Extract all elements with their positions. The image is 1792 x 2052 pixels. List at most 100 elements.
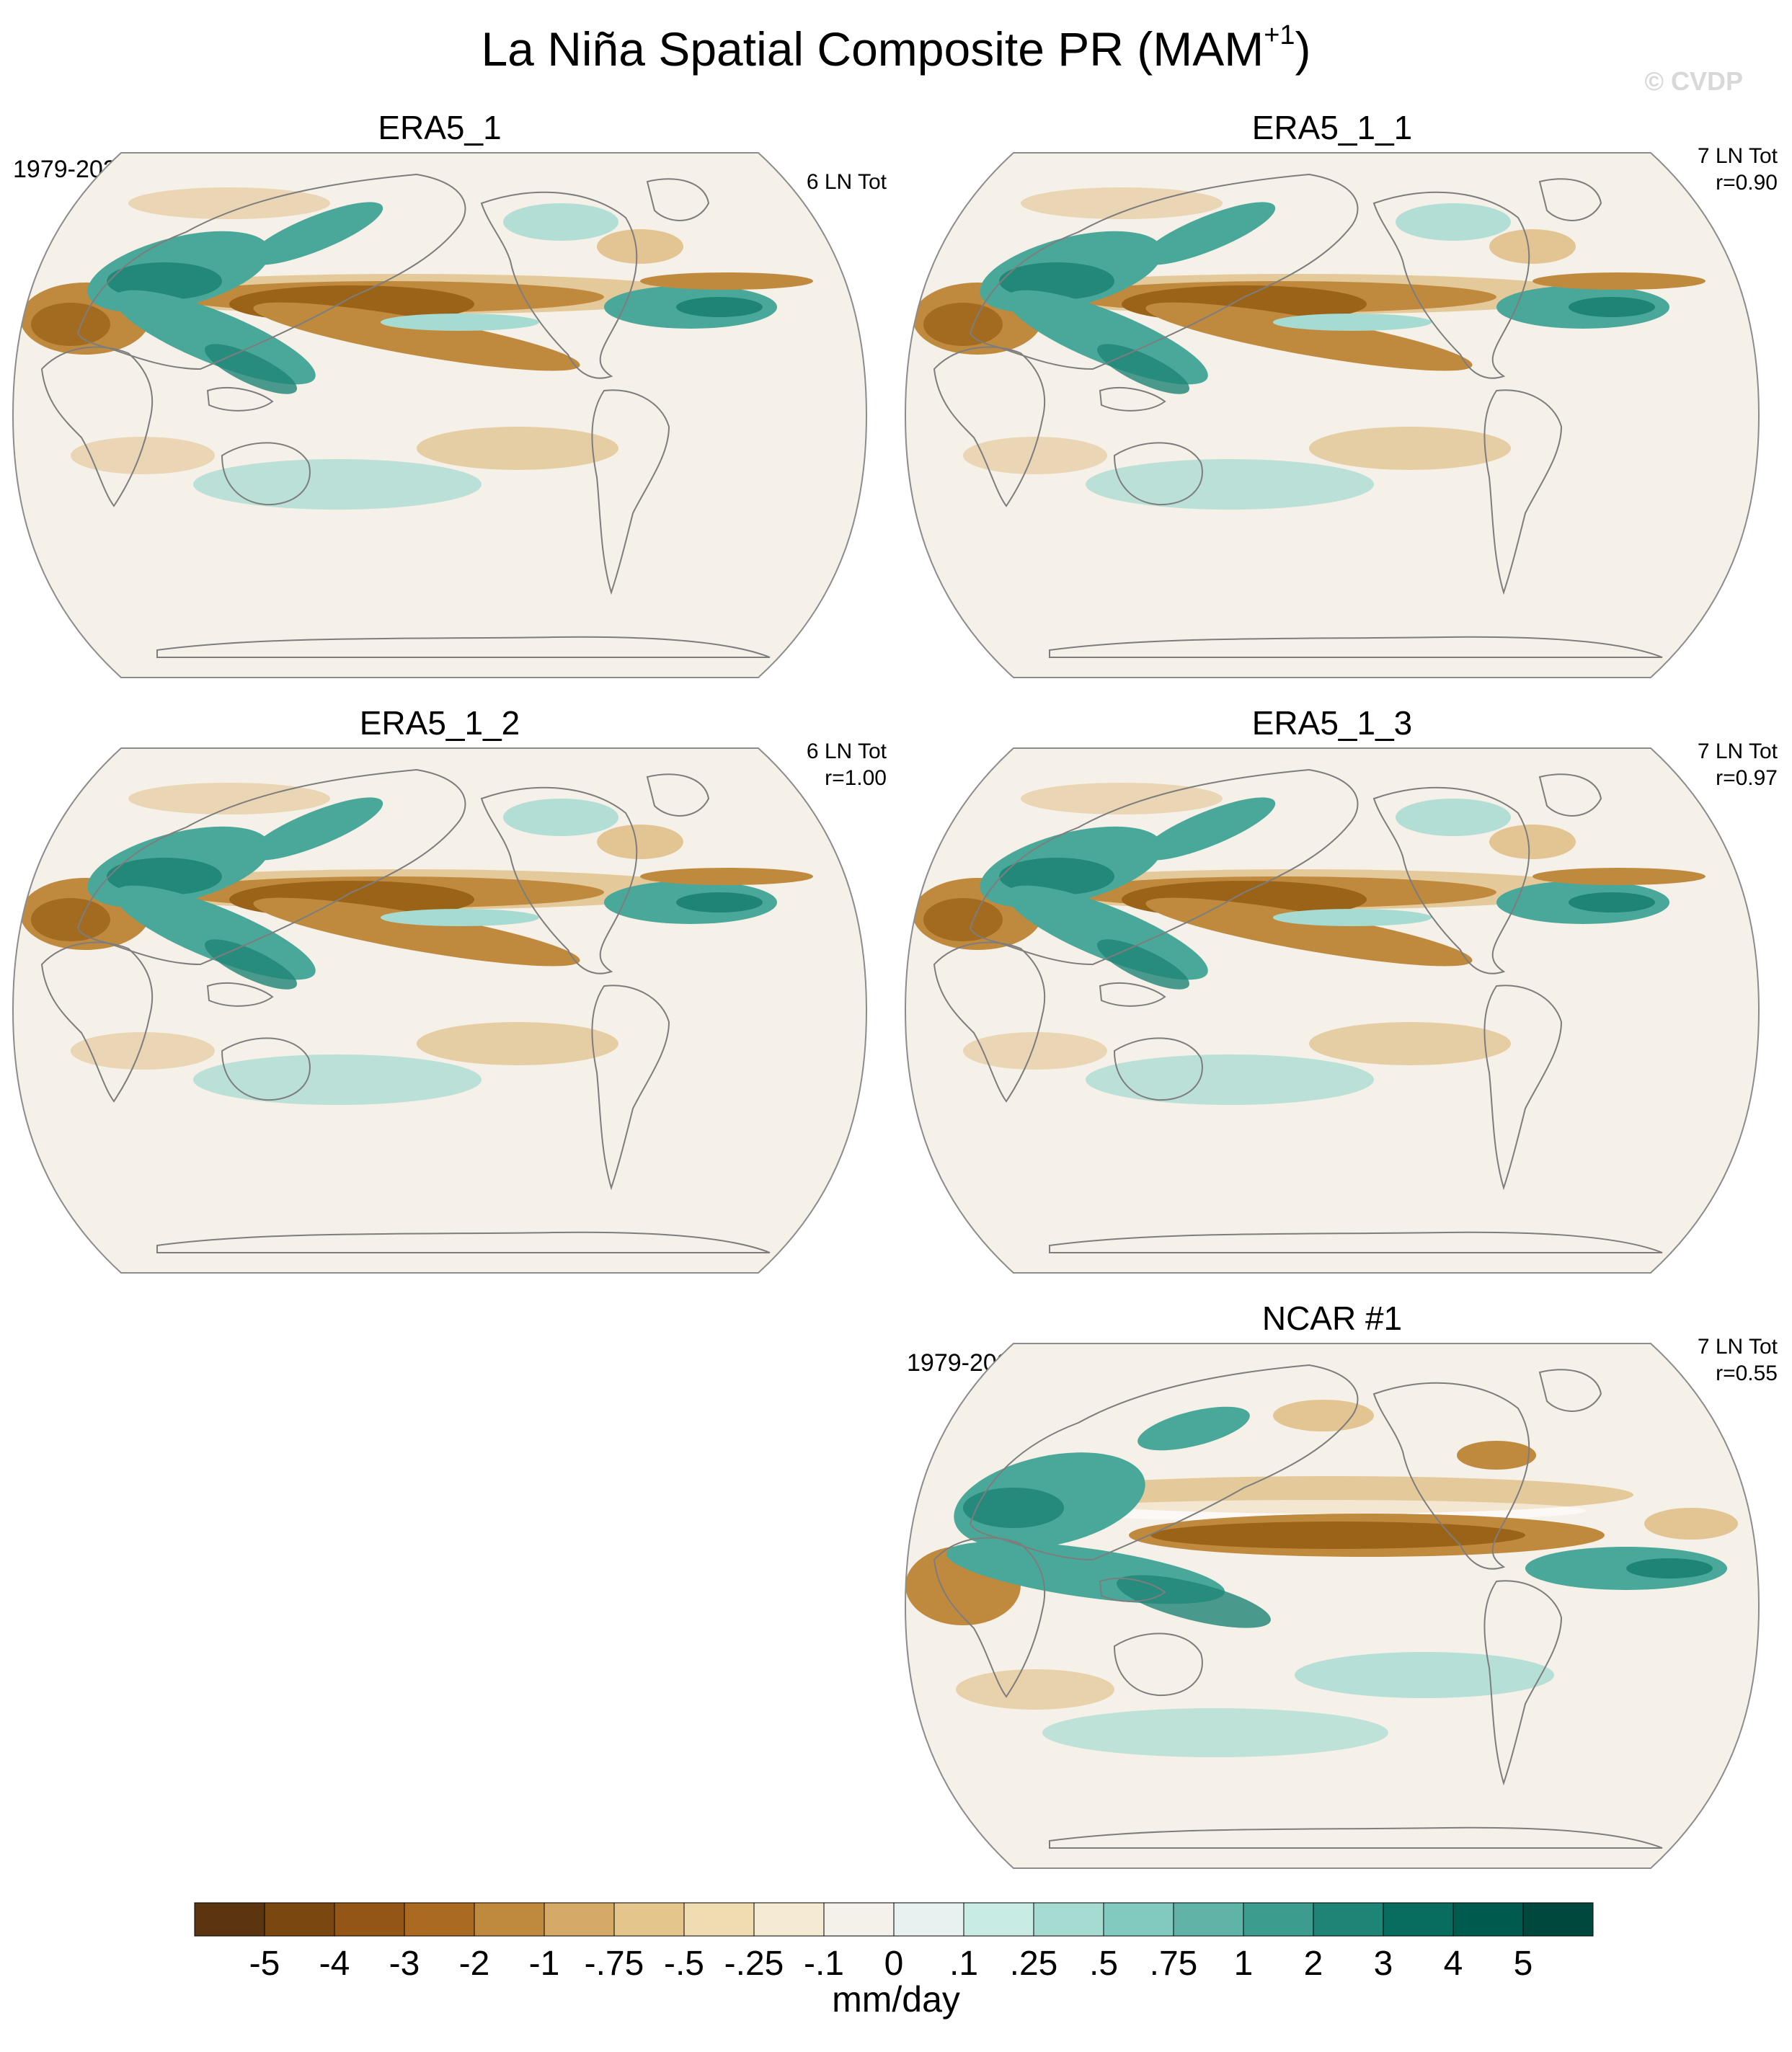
precip-anomaly-patch [1532,272,1705,290]
precip-anomaly-patch [597,825,683,859]
colorbar-box [683,1902,755,1937]
cvdp-watermark: © CVDP [1644,66,1743,96]
title-superscript: +1 [1264,20,1295,50]
precip-anomaly-patch [381,314,539,331]
coastline-antarctica [1049,636,1663,658]
coastline-greenland [646,773,710,817]
panel-count-era5-1-1: 7 LN Tot [1697,144,1778,168]
colorbar-box [194,1902,265,1937]
colorbar-tick-label: .25 [1010,1945,1058,1983]
precip-anomaly-patch [923,898,1003,941]
precip-anomaly-patch [1309,427,1511,470]
panel-corr-ncar-1: r=0.55 [1716,1362,1778,1385]
precip-anomaly-patch [1150,1522,1525,1549]
precip-anomaly-patch [503,203,618,241]
colorbar-tick-label: -1 [529,1945,560,1983]
precip-anomaly-patch [381,909,539,926]
coastline-antarctica [156,636,771,658]
precip-anomaly-patch [1145,302,1473,371]
coastline-greenland [1538,773,1602,817]
precip-anomaly-patch [128,187,330,219]
colorbar-box [1522,1902,1594,1937]
precip-anomaly-patch [1086,1054,1374,1105]
map-frame [12,152,868,678]
coastline-eurasia [969,1364,1359,1561]
panel-title-ncar-1: NCAR #1 [1261,1300,1403,1337]
colorbar-tick-label: -4 [319,1945,350,1983]
precip-anomaly-patch [128,783,330,814]
colorbar-tick-label: -2 [459,1945,490,1983]
colorbar-tick-label: .75 [1150,1945,1198,1983]
colorbar-box [264,1902,335,1937]
precip-anomaly-patch [1457,1441,1536,1470]
precip-anomaly-patch [597,229,683,264]
coastline-north-america [1372,191,1530,379]
panel-count-ncar-1: 7 LN Tot [1697,1335,1778,1359]
coastline-maritime [206,982,274,1007]
colorbar-box [893,1902,964,1937]
precip-anomaly-patch [1021,187,1223,219]
precip-anomaly-patch [1273,314,1432,331]
precip-anomaly-patch [1117,1575,1271,1628]
colorbar-box [1103,1902,1174,1937]
precip-anomaly-patch [71,437,215,474]
coastline-eurasia [969,768,1359,966]
precip-anomaly-patch [1021,783,1223,814]
precip-anomaly-patch [1489,825,1576,859]
map-era5-1-2 [12,747,868,1274]
precip-anomaly-patch [1569,892,1655,912]
colorbar-box [753,1902,825,1937]
precip-anomaly-patch [31,303,110,346]
precip-anomaly-patch [1145,897,1473,967]
map-ocean-background [905,748,1759,1273]
map-ocean-background [905,153,1759,678]
panel-stats-ncar-1: 7 LN Tot r=0.55 [1698,1333,1778,1387]
colorbar-tick-label: 2 [1304,1945,1323,1983]
colorbar-box [613,1902,685,1937]
colorbar-box [404,1902,475,1937]
precip-anomaly-patch [503,799,618,836]
precip-anomaly-patch [1086,459,1374,510]
panel-stats-era5-1-3: 7 LN Tot r=0.97 [1698,738,1778,791]
map-frame [904,152,1760,678]
precip-anomaly-patch [923,303,1003,346]
colorbar-unit: mm/day [832,1979,960,2020]
panel-corr-era5-1-3: r=0.97 [1716,766,1778,790]
title-close: ) [1295,22,1311,76]
panel-count-era5-1-2: 6 LN Tot [806,739,887,763]
coastline-antarctica [1049,1826,1663,1849]
coastline-north-america [1372,1382,1530,1570]
precip-anomaly-patch [640,868,813,885]
colorbar-tick-label: -.25 [724,1945,784,1983]
precip-anomaly-patch [1309,1022,1511,1065]
precip-anomaly-patch [1532,868,1705,885]
coastline-africa [40,941,154,1103]
coastline-south-america [1483,985,1563,1191]
precip-anomaly-patch [956,1669,1114,1710]
map-field [905,153,1759,678]
map-field [905,748,1759,1273]
colorbar-tick-label: 4 [1444,1945,1463,1983]
coastline-south-america [591,985,670,1191]
coastline-africa [933,941,1046,1103]
panel-title-era5-1: ERA5_1 [378,109,502,146]
colorbar-box [474,1902,545,1937]
coastline-antarctica [156,1231,771,1253]
panel-stats-era5-1-2: 6 LN Tot r=1.00 [807,738,887,791]
precip-anomaly-patch [1644,1508,1738,1540]
precip-anomaly-patch [417,1022,618,1065]
precip-anomaly-patch [253,302,580,371]
coastline-australia [221,442,311,506]
panel-corr-era5-1-1: r=0.90 [1716,171,1778,195]
colorbar-box [1383,1902,1454,1937]
coastline-africa [40,346,154,507]
colorbar-tick-label: 1 [1234,1945,1254,1983]
map-ocean-background [13,153,866,678]
coastline-greenland [1538,178,1602,221]
colorbar-box [1313,1902,1384,1937]
colorbar-tick-label: -5 [249,1945,280,1983]
map-ncar-1 [904,1343,1760,1869]
precip-anomaly-patch [1489,229,1576,264]
coastline-eurasia [76,173,466,370]
coastline-antarctica [1049,1231,1663,1253]
